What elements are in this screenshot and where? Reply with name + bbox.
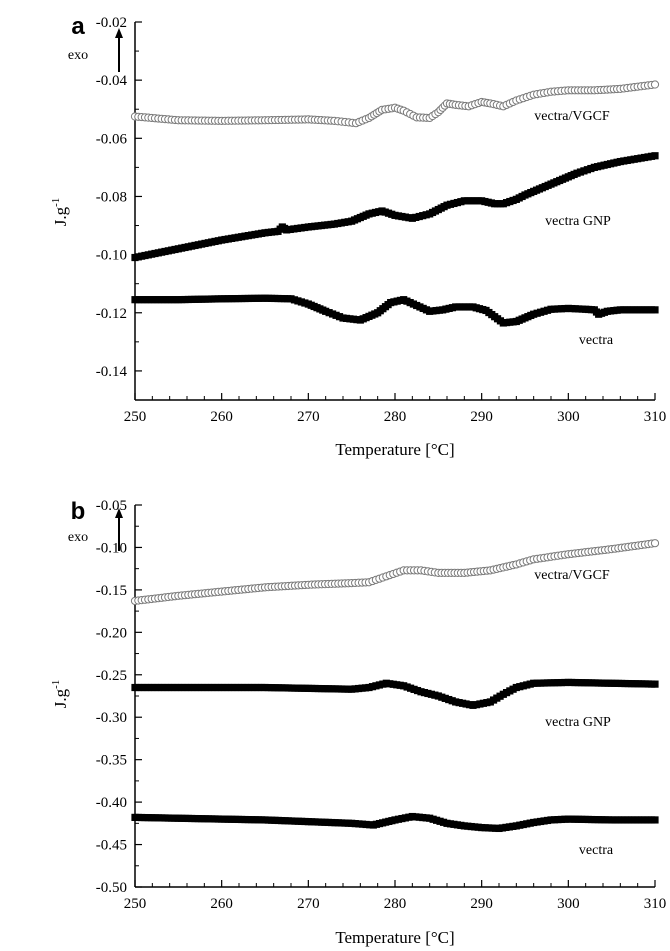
exo-label: exo [68,530,88,545]
chart-panel-a: 250 260 270 280 290 300 310 -0.02 -0.04 -0.06 -0.0… [50,13,666,459]
y-tick-label: -0.05 [96,498,127,514]
exo-label: exo [68,48,88,63]
x-tick-label: 290 [470,409,493,425]
data-point [301,223,309,232]
data-point [651,152,659,160]
y-tick-label: -0.35 [96,753,127,769]
y-axis-title-superscript: -1 [50,680,62,689]
data-point [286,225,294,234]
y-tick-label: -0.15 [96,583,127,599]
y-tick-label: -0.08 [96,189,127,205]
y-tick-label: -0.04 [96,73,128,89]
data-point [651,816,659,824]
y-tick-label: -0.10 [96,248,127,264]
y-tick-label: -0.50 [96,880,127,896]
data-point [290,225,298,233]
y-axis-title-text: J.g [51,206,70,226]
series-label: vectra [579,333,614,348]
y-tick-label: -0.06 [96,131,128,147]
series-vectra-gnp [131,152,659,262]
x-tick-label: 270 [297,896,320,912]
data-point [348,819,356,827]
data-point [355,820,363,828]
data-point [358,820,367,828]
panel-letter: a [71,13,85,40]
x-tick-label: 250 [124,409,147,425]
x-tick-label: 250 [124,896,147,912]
y-axis-title: J.g-1 [50,198,70,227]
series-vectra-vgcf [130,80,660,128]
y-tick-label: -0.12 [96,306,127,322]
chart-panel-b: 250 260 270 280 290 300 310 -0.05 -0.10 -0.15 -0.2… [50,498,666,947]
y-tick-label: -0.40 [96,795,127,811]
x-tick-label: 300 [557,409,580,425]
data-point [293,224,302,233]
y-tick-label: -0.45 [96,838,127,854]
series-label: vectra GNP [545,715,611,730]
y-tick-label: -0.20 [96,625,127,641]
y-tick-label: -0.14 [96,364,128,380]
y-tick-label: -0.10 [96,540,127,556]
series-label: vectra/VGCF [534,568,610,583]
x-tick-label: 280 [384,896,407,912]
y-tick-label: -0.02 [96,15,127,31]
x-axis-title: Temperature [°C] [335,928,454,947]
data-point [651,680,659,688]
panel-letter: b [71,498,86,525]
data-point [362,820,370,829]
x-tick-label: 260 [210,896,233,912]
data-point [650,539,660,548]
series-vectra-gnp [131,678,659,709]
y-tick-label: -0.30 [96,710,127,726]
x-tick-label: 310 [644,409,667,425]
series-label: vectra [579,843,614,858]
data-point [297,224,305,232]
y-tick-label: -0.25 [96,668,127,684]
y-axis-title: J.g-1 [50,680,70,709]
x-tick-label: 280 [384,409,407,425]
exo-arrow-icon [115,28,123,38]
series-vectra [131,294,659,327]
exo-arrow-icon [115,508,123,518]
x-tick-label: 310 [644,896,667,912]
x-tick-label: 260 [210,409,233,425]
data-point [366,821,374,829]
data-point [351,820,359,828]
series-label: vectra GNP [545,214,611,229]
x-tick-label: 270 [297,409,320,425]
series-vectra [131,812,659,833]
series-vectra-vgcf [130,539,660,606]
series-label: vectra/VGCF [534,109,610,124]
data-point [283,226,291,234]
x-axis-title: Temperature [°C] [335,440,454,459]
x-tick-label: 300 [557,896,580,912]
data-point [651,306,659,314]
y-axis-title-text: J.g [51,688,70,708]
y-axis-title-superscript: -1 [50,198,62,207]
data-point [650,80,660,89]
x-tick-label: 290 [470,896,493,912]
